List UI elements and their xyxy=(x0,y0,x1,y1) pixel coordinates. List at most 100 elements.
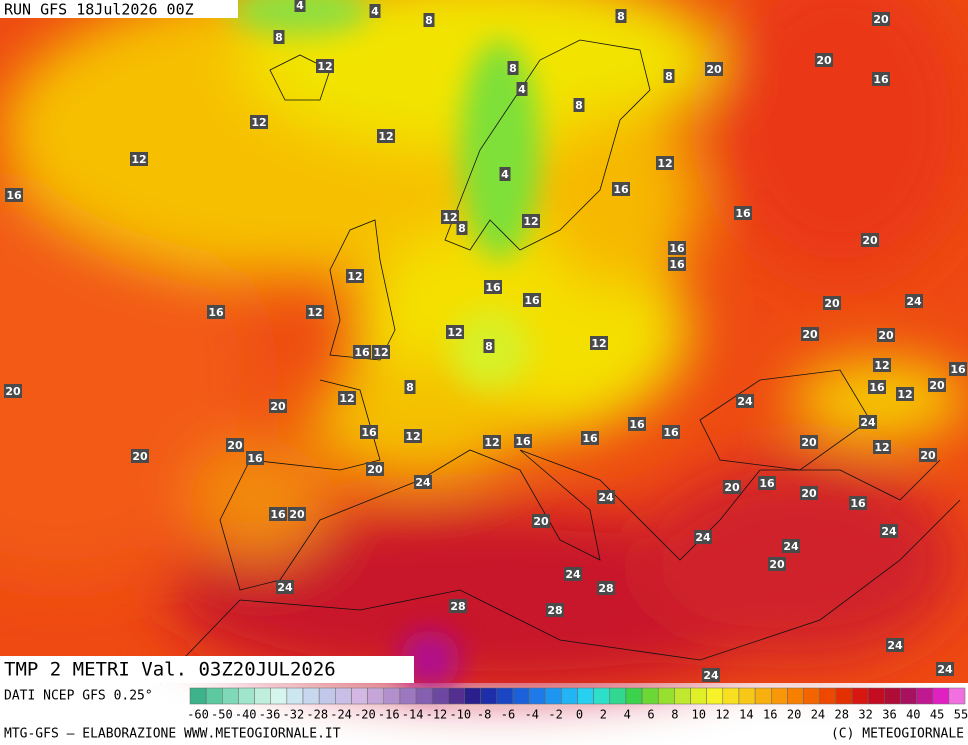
scale-swatch xyxy=(189,687,207,705)
contour-label-box xyxy=(880,524,898,538)
contour-label-box xyxy=(936,662,954,676)
contour-label: 12 xyxy=(251,116,266,129)
contour-label-box xyxy=(532,514,550,528)
contour-label: 20 xyxy=(824,297,840,310)
contour-label-box xyxy=(615,9,627,23)
contour-label-box xyxy=(801,327,819,341)
contour-label: 16 xyxy=(873,73,889,86)
contour-label-box xyxy=(306,305,324,319)
contour-label: 20 xyxy=(862,234,878,247)
contour-label-box xyxy=(668,257,686,271)
scale-swatch xyxy=(754,687,772,705)
footer-right: (C) METEOGIORNALE xyxy=(831,727,964,742)
scale-label: -14 xyxy=(402,708,424,722)
contour-label: 20 xyxy=(769,558,785,571)
scale-label: 2 xyxy=(600,708,607,722)
contour-label: 28 xyxy=(450,600,465,613)
contour-label: 28 xyxy=(547,604,562,617)
contour-label: 12 xyxy=(447,326,462,339)
contour-label: 12 xyxy=(874,441,889,454)
contour-label-box xyxy=(456,221,468,235)
contour-label-box xyxy=(372,345,390,359)
contour-label-box xyxy=(366,462,384,476)
scale-swatch xyxy=(738,687,756,705)
contour-label: 16 xyxy=(613,183,629,196)
scale-swatch xyxy=(771,687,788,705)
contour-label-box xyxy=(514,434,532,448)
contour-label-box xyxy=(919,448,937,462)
contour-label: 12 xyxy=(442,211,457,224)
contour-label-box xyxy=(353,345,371,359)
contour-label: 12 xyxy=(131,153,146,166)
contour-label: 24 xyxy=(737,395,753,408)
contour-label: 8 xyxy=(406,381,414,394)
title-box xyxy=(0,656,414,683)
contour-label-box xyxy=(949,362,967,376)
contour-label-box xyxy=(872,12,890,26)
contour-label: 24 xyxy=(906,295,922,308)
contour-label: 24 xyxy=(695,531,711,544)
contour-label-box xyxy=(905,294,923,308)
contour-label: 24 xyxy=(881,525,897,538)
contour-label: 12 xyxy=(897,388,912,401)
run-label: RUN GFS 18Jul2026 00Z xyxy=(4,1,194,19)
contour-label: 20 xyxy=(724,481,740,494)
contour-label-box xyxy=(5,188,23,202)
contour-label: 20 xyxy=(816,54,832,67)
contour-label-box xyxy=(668,241,686,255)
scale-label: -4 xyxy=(525,708,539,722)
contour-label-box xyxy=(130,152,148,166)
contour-label-box xyxy=(581,431,599,445)
contour-label: 16 xyxy=(524,294,540,307)
contour-label: 16 xyxy=(735,207,751,220)
contour-label-box xyxy=(246,451,264,465)
contour-label-box xyxy=(859,415,877,429)
scale-swatch xyxy=(690,687,707,705)
contour-label: 8 xyxy=(509,62,517,75)
scale-label: -8 xyxy=(477,708,491,722)
contour-label-box xyxy=(877,328,895,342)
contour-label-box xyxy=(483,339,495,353)
scale-label: 40 xyxy=(906,708,920,722)
contour-label-box xyxy=(507,61,519,75)
contour-label: 20 xyxy=(878,329,894,342)
scale-label: 0 xyxy=(576,708,583,722)
contour-label-box xyxy=(522,214,540,228)
scale-swatch xyxy=(512,687,530,705)
contour-label-box xyxy=(446,325,464,339)
contour-label-box xyxy=(886,638,904,652)
scale-label: 4 xyxy=(624,708,631,722)
scale-label: 12 xyxy=(715,708,729,722)
contour-label-box xyxy=(404,429,422,443)
contour-label: 20 xyxy=(289,508,305,521)
contour-label-box xyxy=(288,507,306,521)
scale-swatch xyxy=(205,687,223,705)
contour-label-box xyxy=(758,476,776,490)
contour-label-box xyxy=(736,394,754,408)
scale-label: -16 xyxy=(378,708,400,722)
scale-swatch xyxy=(415,687,433,705)
scale-swatch xyxy=(884,687,901,705)
contour-label-box xyxy=(705,62,723,76)
scale-label: -20 xyxy=(354,708,376,722)
contour-label: 24 xyxy=(937,663,953,676)
contour-label: 12 xyxy=(591,337,606,350)
scale-label: 10 xyxy=(691,708,705,722)
contour-label-box xyxy=(868,380,886,394)
contour-label: 16 xyxy=(270,508,286,521)
contour-label: 12 xyxy=(339,392,354,405)
contour-label: 24 xyxy=(887,639,903,652)
scale-swatch xyxy=(302,687,320,705)
scale-label: 14 xyxy=(739,708,753,722)
scale-swatch xyxy=(399,687,417,705)
contour-label-box xyxy=(597,581,615,595)
contour-label-box xyxy=(369,4,381,18)
header-box xyxy=(0,0,238,18)
scale-swatch xyxy=(270,687,288,705)
contour-label: 28 xyxy=(598,582,613,595)
contour-label: 12 xyxy=(874,359,889,372)
contour-label: 16 xyxy=(485,281,501,294)
contour-label: 20 xyxy=(227,439,243,452)
